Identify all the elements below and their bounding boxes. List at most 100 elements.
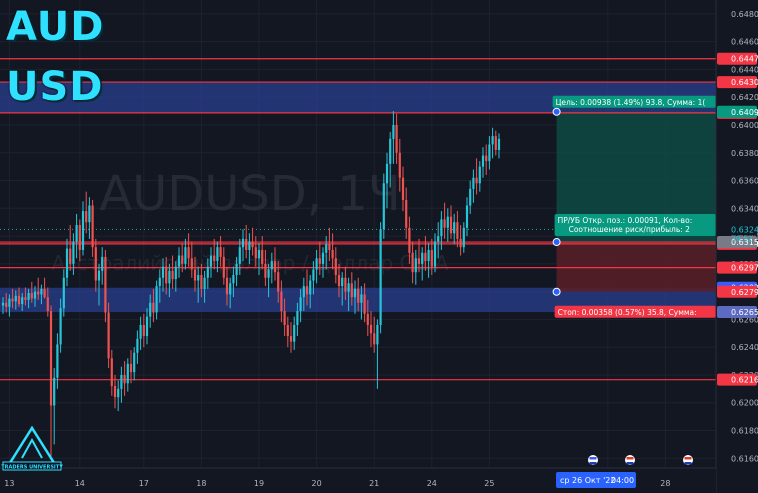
candle bbox=[293, 316, 296, 350]
candle bbox=[366, 299, 369, 337]
economic-event-flag-icon[interactable] bbox=[588, 455, 598, 465]
candle bbox=[174, 261, 177, 292]
candle-body bbox=[5, 302, 8, 307]
position-pnl-text-1: ПР/УБ Откр. поз.: 0.00091, Кол-во: bbox=[558, 216, 693, 225]
economic-event-flag-icon[interactable] bbox=[625, 455, 635, 465]
candle-body bbox=[459, 238, 462, 248]
candle-body bbox=[1, 302, 5, 306]
candle bbox=[481, 147, 485, 178]
candle-body bbox=[360, 294, 363, 303]
candle-body bbox=[113, 386, 117, 398]
candle bbox=[43, 277, 46, 299]
price-tag-bg bbox=[717, 306, 757, 319]
candle-body bbox=[280, 291, 283, 312]
time-cursor-bg bbox=[556, 472, 636, 488]
candle bbox=[392, 111, 395, 164]
candle-body bbox=[462, 227, 465, 248]
candle-body bbox=[129, 363, 133, 373]
candle-body bbox=[17, 295, 21, 305]
flag-stripe-bot bbox=[589, 462, 597, 465]
candle bbox=[357, 277, 360, 312]
candle bbox=[254, 236, 257, 267]
candle bbox=[433, 233, 437, 273]
candle-body bbox=[43, 288, 46, 298]
time-tick-label: 20 bbox=[312, 479, 322, 488]
candle-body bbox=[14, 295, 17, 302]
price-tag: 0.63157 bbox=[717, 236, 758, 249]
time-tick-label: 24 bbox=[427, 479, 437, 488]
candle bbox=[110, 349, 113, 396]
candle-body bbox=[491, 136, 494, 145]
candle bbox=[65, 238, 69, 287]
candle bbox=[117, 380, 120, 412]
time-tick-label: 17 bbox=[139, 479, 149, 488]
candle bbox=[190, 241, 193, 278]
candle-body bbox=[133, 352, 136, 373]
candle bbox=[497, 133, 501, 159]
candle-body bbox=[385, 163, 389, 184]
level-price-tag-bg bbox=[717, 261, 757, 274]
economic-event-flag-icon[interactable] bbox=[683, 455, 693, 465]
candle bbox=[133, 347, 136, 381]
candle bbox=[27, 288, 30, 309]
candle-body bbox=[56, 344, 59, 378]
candle bbox=[209, 247, 213, 278]
candle-body bbox=[8, 298, 11, 307]
candle bbox=[449, 205, 453, 239]
candle bbox=[37, 277, 40, 300]
candle bbox=[453, 213, 456, 245]
candle bbox=[53, 368, 56, 445]
candle-body bbox=[309, 280, 312, 295]
candle-body bbox=[478, 166, 481, 184]
position-stop-label-bg bbox=[554, 305, 716, 318]
candle-body bbox=[145, 316, 149, 337]
level-price-tag: 0.62973 bbox=[717, 261, 758, 274]
candle-body bbox=[289, 336, 293, 342]
candle bbox=[155, 280, 158, 320]
candle-body bbox=[27, 293, 30, 300]
candle bbox=[270, 252, 273, 284]
candle bbox=[417, 238, 421, 273]
position-stop-text: Стоп: 0.00358 (0.57%) 35.8, Сумма: bbox=[558, 308, 697, 317]
candle-body bbox=[344, 277, 347, 292]
candle-body bbox=[203, 277, 206, 289]
candle-body bbox=[155, 286, 158, 313]
candle-body bbox=[417, 258, 421, 264]
candle-body bbox=[456, 222, 459, 239]
candle-body bbox=[321, 252, 325, 264]
candle-body bbox=[430, 249, 433, 267]
candle-body bbox=[91, 205, 94, 248]
candle bbox=[81, 201, 85, 256]
candle-body bbox=[369, 324, 373, 334]
candle bbox=[197, 266, 200, 303]
level-price-tag-text: 0.62973 bbox=[731, 264, 758, 273]
candle bbox=[168, 263, 171, 298]
candle-body bbox=[225, 277, 229, 295]
flag-stripe-top bbox=[626, 457, 634, 460]
logo-inner-mark bbox=[21, 437, 43, 459]
position-entry-handle bbox=[552, 238, 561, 247]
candle bbox=[219, 236, 222, 267]
candle bbox=[389, 131, 392, 188]
candle bbox=[456, 211, 459, 248]
candle bbox=[69, 224, 72, 271]
candle-body bbox=[421, 252, 424, 264]
candle-body bbox=[408, 227, 411, 253]
candle bbox=[241, 229, 245, 262]
candle-body bbox=[30, 293, 33, 299]
candle bbox=[49, 305, 53, 459]
price-tag-bg bbox=[717, 285, 757, 298]
price-tag: 0.64095 bbox=[717, 105, 758, 118]
candle bbox=[1, 297, 5, 314]
time-tick-label: 14 bbox=[75, 479, 85, 488]
pair-quote-label: USD bbox=[6, 64, 104, 110]
candle-body bbox=[65, 248, 69, 278]
candle bbox=[46, 287, 49, 317]
